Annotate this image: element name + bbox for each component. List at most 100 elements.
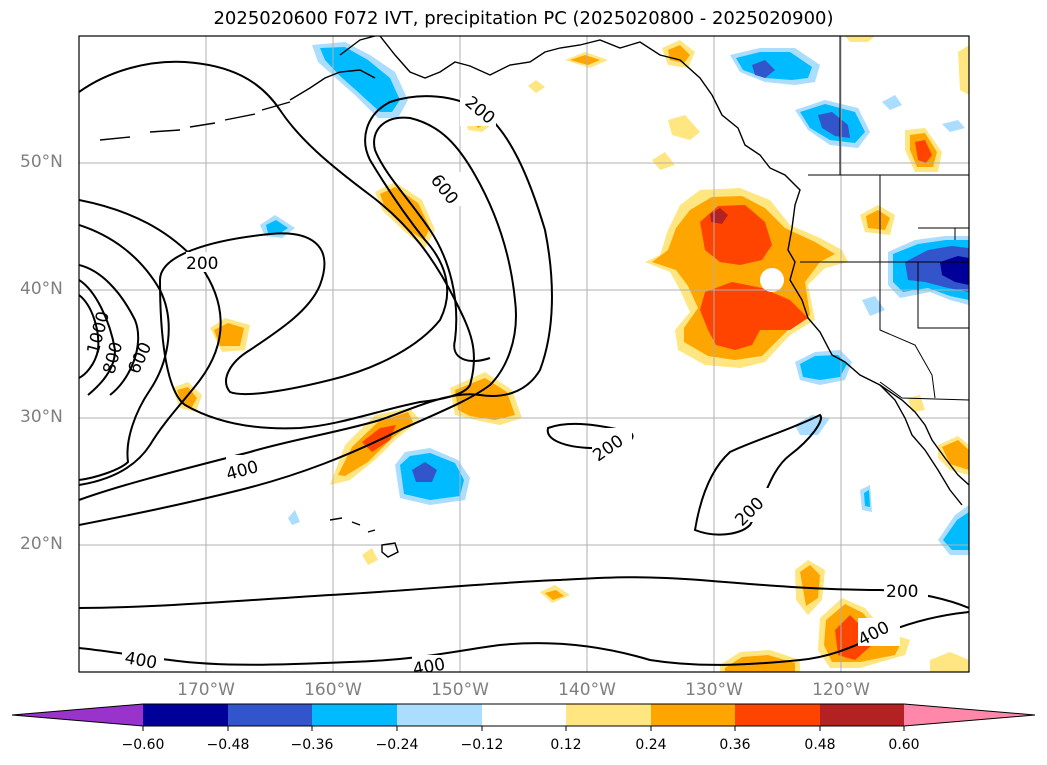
ivt-contours <box>79 60 969 666</box>
colorbar-segment <box>820 704 904 726</box>
precip-fill-layer <box>172 36 969 672</box>
colorbar-segment <box>312 704 397 726</box>
ivt-contour-200 <box>693 413 822 536</box>
precip-positive-area <box>930 652 969 672</box>
contour-label: 400 <box>123 648 158 673</box>
precip-positive-area <box>866 210 890 230</box>
precip-positive-core <box>700 205 808 350</box>
precip-positive-area <box>570 55 600 65</box>
ivt-contour-1000 <box>79 294 100 379</box>
ivt-contour-400 <box>79 611 969 666</box>
colorbar-tick-label: 0.12 <box>550 737 582 753</box>
colorbar-tick-label: −0.24 <box>375 737 419 753</box>
precip-negative-area <box>943 512 969 550</box>
colorbar-segment <box>651 704 735 726</box>
precip-positive-area <box>942 440 969 470</box>
ivt-contour-400 <box>79 116 517 526</box>
precip-negative-max <box>940 256 969 285</box>
lon-label-170w: 170°W <box>177 680 235 700</box>
precip-positive-area <box>545 590 564 600</box>
baja-coastline <box>879 384 963 506</box>
precip-positive-area <box>652 152 675 170</box>
aleutian-islands <box>99 101 291 141</box>
precip-positive-area <box>455 378 515 420</box>
contour-label: 600 <box>124 339 156 377</box>
contour-label-mask <box>426 172 466 206</box>
precip-negative-area <box>862 296 885 316</box>
contour-label-mask <box>412 655 456 672</box>
precip-negative-area <box>882 95 902 110</box>
lon-label-120w: 120°W <box>812 680 870 700</box>
colorbar-tick-label: 0.48 <box>804 737 836 753</box>
precip-positive-area <box>845 36 875 42</box>
precip-positive-area <box>214 323 244 346</box>
colorbar-ticks <box>142 726 905 731</box>
precip-positive-core <box>915 140 932 163</box>
ivt-contour-outer <box>79 224 170 481</box>
ivt-contour-200 <box>79 576 969 609</box>
precip-negative-core <box>818 112 850 138</box>
colorbar-segment <box>397 704 482 726</box>
precip-negative-area <box>266 220 288 234</box>
colorbar-tick-label: −0.60 <box>121 737 165 753</box>
alaska-coastline <box>289 36 376 101</box>
ivt-contour-800 <box>79 279 117 396</box>
colorbar-tick-label: −0.36 <box>290 737 334 753</box>
contour-label-mask <box>122 647 164 669</box>
ivt-contour-outer <box>79 199 222 486</box>
colorbar <box>11 703 1036 731</box>
colorbar-segment <box>143 704 228 726</box>
contour-label-mask <box>858 618 900 646</box>
colorbar-segment <box>566 704 651 726</box>
map-frame <box>78 35 970 673</box>
contour-label-mask <box>186 252 226 272</box>
lat-label-40n: 40°N <box>20 279 63 299</box>
map-content: 200 600 200 1000 800 600 400 200 200 200… <box>79 36 969 680</box>
contour-label: 200 <box>886 582 918 602</box>
contour-label: 400 <box>411 655 446 680</box>
precip-positive-core <box>362 425 396 452</box>
coastlines <box>99 36 969 558</box>
precip-positive-area <box>800 565 820 606</box>
precip-negative-area <box>864 490 870 507</box>
colorbar-extend-high <box>904 704 1035 726</box>
colorbar-tick-label: 0.36 <box>719 737 751 753</box>
colorbar-tick-label: −0.48 <box>206 737 250 753</box>
precip-positive-area <box>668 115 700 140</box>
contour-label: 200 <box>186 254 218 274</box>
precip-negative-area <box>942 120 965 132</box>
precip-positive-area <box>528 80 545 93</box>
colorbar-tick-label: 0.60 <box>888 737 920 753</box>
ivt-contour-600 <box>79 264 140 396</box>
precip-positive-area <box>958 45 969 95</box>
map-title: 2025020600 F072 IVT, precipitation PC (2… <box>213 8 834 29</box>
contour-label-mask <box>460 98 496 126</box>
colorbar-segment <box>482 704 566 726</box>
contour-label-mask <box>884 580 928 602</box>
contour-label-masks <box>122 98 928 672</box>
precip-positive-area <box>362 548 378 565</box>
contour-label-mask <box>592 428 632 458</box>
colorbar-tick-label: 0.24 <box>635 737 667 753</box>
hawaii-islands <box>329 517 399 558</box>
contour-label-mask <box>734 488 774 522</box>
precip-positive-area <box>908 395 925 412</box>
precip-negative-area <box>320 47 400 112</box>
north-america-coastline <box>379 36 969 486</box>
lat-label-30n: 30°N <box>20 407 63 427</box>
state-borders <box>800 175 969 401</box>
lat-label-20n: 20°N <box>20 534 63 554</box>
lon-label-160w: 160°W <box>304 680 362 700</box>
colorbar-extend-low <box>12 704 143 726</box>
lon-label-150w: 150°W <box>431 680 489 700</box>
precip-hole <box>760 268 784 292</box>
precip-negative-area <box>800 355 847 380</box>
colorbar-tick-label: −0.12 <box>460 737 504 753</box>
political-borders <box>800 36 969 401</box>
precip-negative-core <box>412 462 437 482</box>
contour-label-mask <box>226 455 268 481</box>
precip-negative-core <box>752 60 775 78</box>
precip-negative-area <box>288 510 300 525</box>
lon-label-130w: 130°W <box>685 680 743 700</box>
